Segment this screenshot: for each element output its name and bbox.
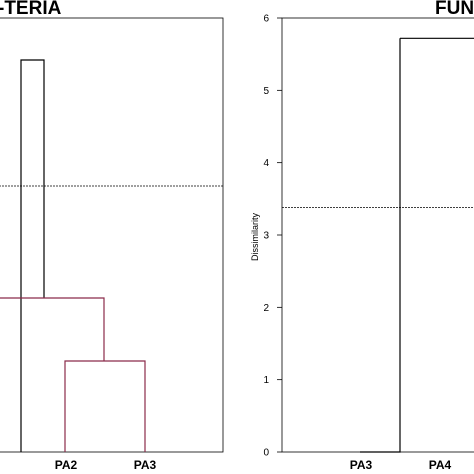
bacteria-leaf-label-pa2: PA2 [55,458,78,472]
fungi-y-tick-label-1: 1 [263,375,269,386]
fungi-plot-frame [281,17,474,453]
fungi-y-axis: 0 1 2 3 4 5 6 [263,14,282,459]
fungi-y-tick-label-5: 5 [263,86,269,97]
bacteria-leaf-label-pa3: PA3 [134,458,157,472]
fungi-panel-title: FUN [435,0,474,19]
bacteria-link-0 [20,59,45,452]
bacteria-plot-frame [0,17,224,453]
fungi-link-1 [400,37,474,39]
fungi-y-tick-label-3: 3 [263,231,269,242]
fungi-y-tick-label-0: 0 [263,448,269,459]
fungi-leaf-label-pa4: PA4 [429,458,452,472]
fungi-link-0 [360,38,401,453]
fungi-y-tick-label-4: 4 [263,158,269,169]
bacteria-link-1 [0,297,105,361]
fungi-leaf-label-pa3: PA3 [350,458,373,472]
bacteria-panel-title: -TERIA [0,0,62,19]
fungi-y-tick-label-2: 2 [263,303,269,314]
fungi-panel: FUN 0 1 2 3 4 5 6 Dissimilarity PA3 PA4 [250,0,474,472]
bacteria-link-2 [64,360,146,452]
fungi-y-axis-title: Dissimilarity [250,213,260,261]
fungi-links [282,37,474,453]
bacteria-panel: -TERIA PA2 PA3 [0,0,224,472]
bacteria-links [0,59,223,452]
fungi-y-tick-label-6: 6 [263,14,269,25]
